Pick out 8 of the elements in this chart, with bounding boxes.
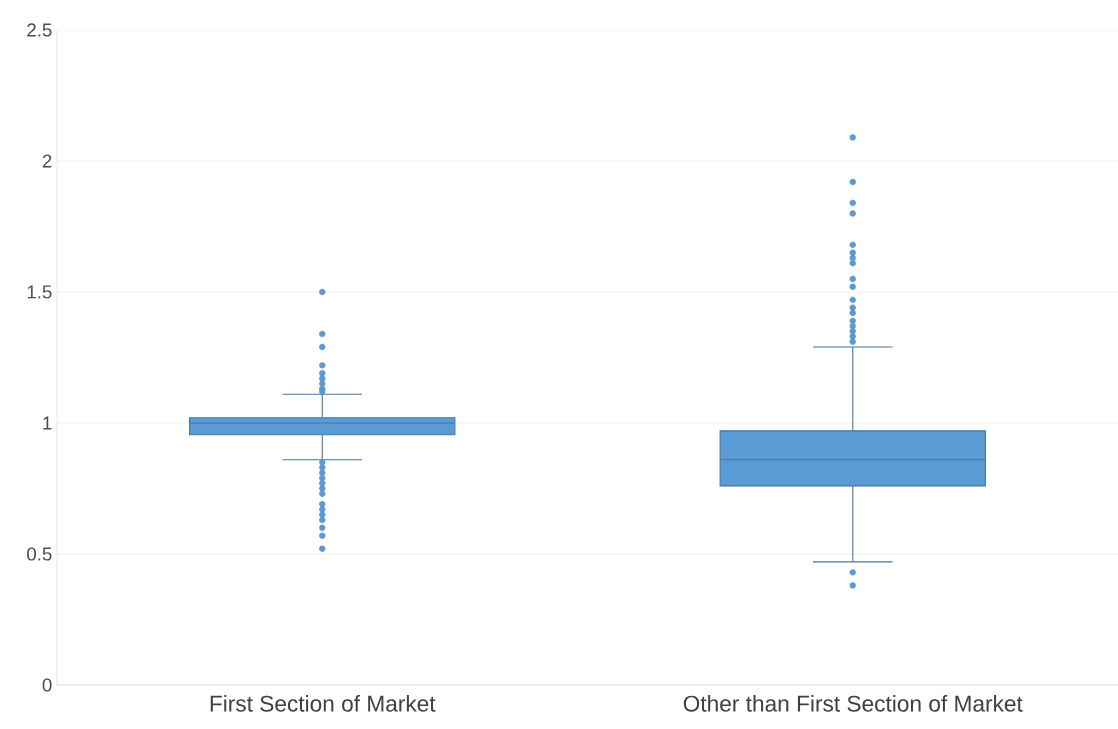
y-tick-label: 0.5: [27, 547, 52, 561]
y-tick-label: 1.5: [27, 285, 52, 299]
x-tick-label: First Section of Market: [210, 695, 436, 712]
y-tick-label: 1: [43, 416, 52, 430]
y-tick-label: 2: [42, 154, 52, 168]
y-tick-label: 2.5: [27, 23, 52, 37]
y-tick-label: 0: [42, 678, 52, 692]
x-tick-label: Other than First Section of Market: [683, 695, 1023, 712]
